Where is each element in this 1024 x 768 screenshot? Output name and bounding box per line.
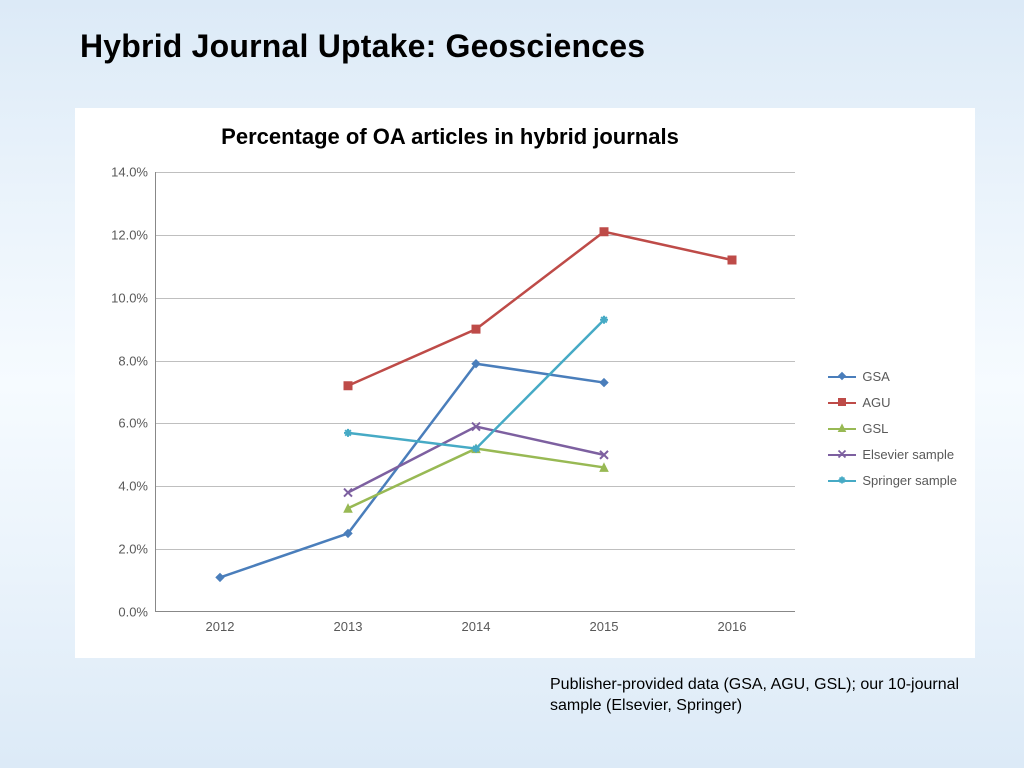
legend-item: Elsevier sample (828, 441, 957, 467)
x-tick-label: 2014 (462, 611, 491, 634)
legend-label: GSL (862, 421, 888, 436)
y-tick-label: 4.0% (118, 479, 156, 494)
series-line (348, 232, 732, 386)
x-tick-label: 2016 (718, 611, 747, 634)
y-tick-label: 8.0% (118, 353, 156, 368)
series-line (348, 320, 604, 449)
chart-title: Percentage of OA articles in hybrid jour… (75, 124, 825, 150)
legend-item: GSA (828, 363, 957, 389)
legend-item: AGU (828, 389, 957, 415)
series-marker (472, 325, 480, 333)
series-marker (728, 256, 736, 264)
series-marker (600, 379, 608, 387)
slide-title: Hybrid Journal Uptake: Geosciences (80, 28, 645, 65)
series-marker (600, 228, 608, 236)
legend-label: AGU (862, 395, 890, 410)
series-line (220, 364, 604, 578)
legend-label: Elsevier sample (862, 447, 954, 462)
x-tick-label: 2015 (590, 611, 619, 634)
y-tick-label: 2.0% (118, 542, 156, 557)
series-line (348, 449, 604, 509)
x-tick-label: 2012 (206, 611, 235, 634)
chart-container: Percentage of OA articles in hybrid jour… (75, 108, 975, 658)
series-marker (344, 382, 352, 390)
x-tick-label: 2013 (334, 611, 363, 634)
legend-label: GSA (862, 369, 889, 384)
y-tick-label: 14.0% (111, 165, 156, 180)
legend-swatch (828, 473, 856, 487)
y-tick-label: 10.0% (111, 290, 156, 305)
series-marker (344, 489, 352, 497)
series-marker (344, 429, 352, 437)
y-tick-label: 0.0% (118, 605, 156, 620)
legend-label: Springer sample (862, 473, 957, 488)
legend-item: Springer sample (828, 467, 957, 493)
legend-item: GSL (828, 415, 957, 441)
chart-series-layer (156, 172, 796, 612)
series-marker (472, 445, 480, 453)
chart-legend: GSA AGU GSL Elsevier sample Springer sample (828, 363, 957, 493)
chart-plot-area: 0.0%2.0%4.0%6.0%8.0%10.0%12.0%14.0%20122… (155, 172, 795, 612)
slide-caption: Publisher-provided data (GSA, AGU, GSL);… (550, 675, 960, 717)
series-marker (216, 573, 224, 581)
series-marker (600, 316, 608, 324)
y-tick-label: 6.0% (118, 416, 156, 431)
legend-swatch (828, 421, 856, 435)
legend-swatch (828, 369, 856, 383)
legend-swatch (828, 395, 856, 409)
y-tick-label: 12.0% (111, 227, 156, 242)
legend-swatch (828, 447, 856, 461)
